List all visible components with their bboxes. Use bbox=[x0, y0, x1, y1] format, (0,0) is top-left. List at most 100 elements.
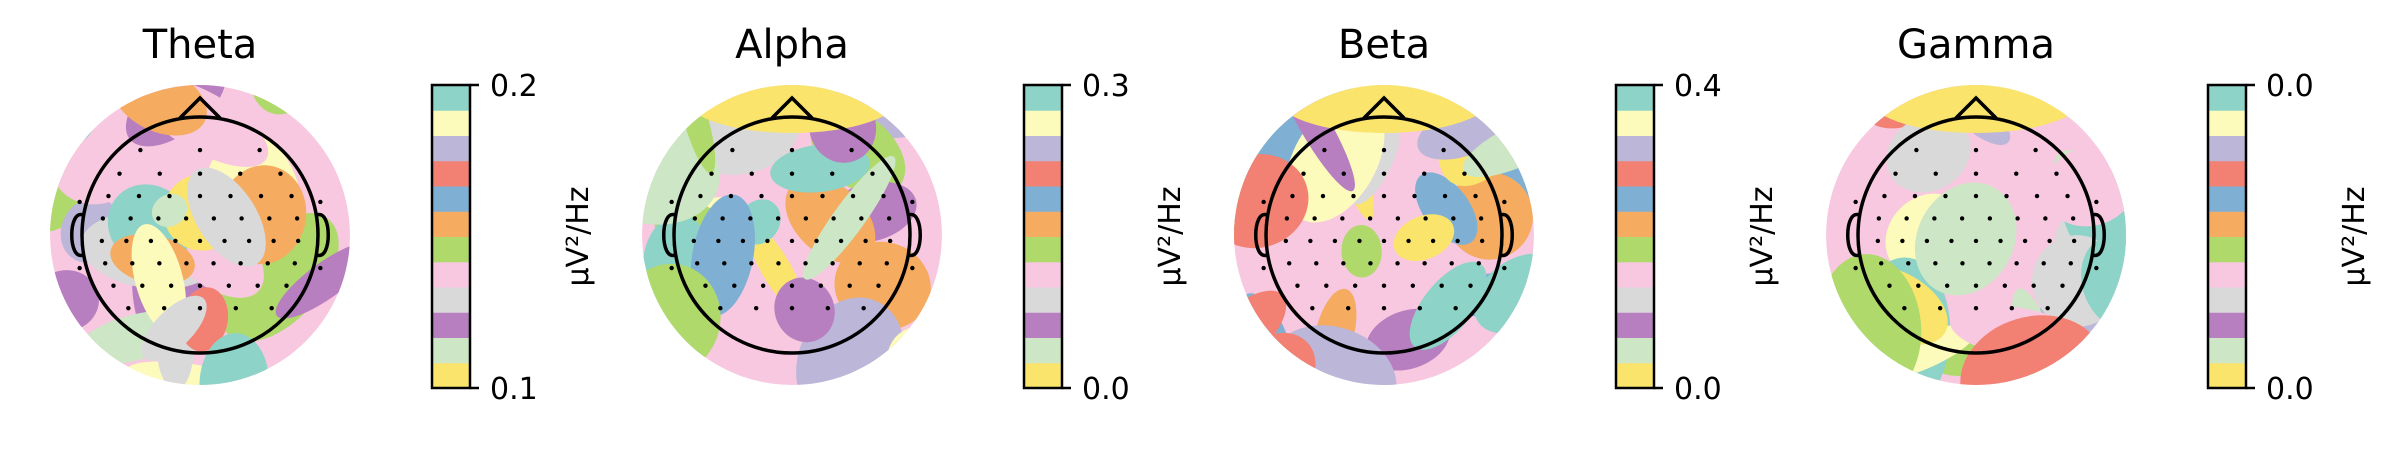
colorbar-segment bbox=[1616, 110, 1654, 136]
colorbar-segment bbox=[1024, 236, 1062, 263]
electrode bbox=[255, 283, 260, 288]
colorbar-max-label: 0.2 bbox=[490, 69, 538, 104]
electrode bbox=[1410, 283, 1416, 288]
colorbar-segment bbox=[2208, 236, 2246, 263]
contour-region bbox=[1494, 347, 1534, 385]
colorbar-segment bbox=[432, 135, 470, 162]
electrode bbox=[2094, 199, 2099, 205]
electrode bbox=[695, 261, 700, 266]
electrode bbox=[1352, 283, 1358, 288]
electrode bbox=[2065, 193, 2070, 199]
electrode bbox=[1468, 283, 1473, 288]
electrode bbox=[289, 193, 294, 199]
electrode bbox=[1944, 283, 1950, 288]
electrode bbox=[222, 238, 227, 244]
electrode bbox=[765, 238, 770, 244]
electrode bbox=[2009, 305, 2015, 311]
electrode bbox=[167, 193, 172, 199]
electrode bbox=[703, 283, 708, 288]
colorbar-min-label: 0.0 bbox=[1082, 372, 1130, 407]
electrode bbox=[775, 216, 781, 221]
electrode bbox=[238, 261, 243, 266]
electrode bbox=[278, 171, 283, 176]
electrode bbox=[156, 216, 161, 221]
colorbar-segment bbox=[2208, 312, 2246, 338]
electrode bbox=[1283, 238, 1289, 244]
electrode bbox=[1912, 193, 1918, 199]
electrode bbox=[803, 261, 808, 266]
electrode bbox=[1987, 216, 1993, 221]
contour-region bbox=[803, 155, 896, 280]
electrode bbox=[830, 171, 835, 176]
electrode bbox=[1479, 238, 1485, 244]
electrode bbox=[1973, 238, 1979, 244]
topomap-panel-gamma: Gamma 0.0 0.0 µV²/Hz bbox=[1826, 22, 2372, 407]
panel-title: Alpha bbox=[735, 22, 849, 68]
nose bbox=[1954, 95, 1998, 120]
colorbar-unit-label: µV²/Hz bbox=[2337, 186, 2372, 286]
colorbar-segment bbox=[2208, 160, 2246, 187]
colorbar-segment bbox=[1024, 85, 1062, 111]
electrode bbox=[211, 261, 216, 266]
electrode bbox=[1417, 305, 1423, 311]
electrode bbox=[1381, 283, 1387, 288]
electrode bbox=[884, 261, 889, 266]
frontal-region bbox=[1866, 85, 2086, 133]
colorbar-unit-label: µV²/Hz bbox=[1745, 186, 1780, 286]
electrode bbox=[1473, 193, 1478, 199]
electrode bbox=[789, 147, 795, 153]
colorbar-segment bbox=[432, 362, 470, 389]
electrode bbox=[1295, 283, 1300, 288]
electrode bbox=[1973, 171, 1979, 176]
electrode bbox=[1341, 171, 1346, 176]
head-outline bbox=[1856, 115, 2096, 355]
head-outline bbox=[80, 115, 320, 355]
colorbar-segment bbox=[432, 110, 470, 136]
electrode bbox=[318, 265, 323, 271]
frontal-region bbox=[1274, 85, 1494, 133]
electrode bbox=[1502, 199, 1507, 205]
electrode bbox=[847, 283, 852, 288]
electrode bbox=[1900, 238, 1905, 244]
electrode bbox=[2014, 171, 2019, 176]
electrode bbox=[1973, 193, 1979, 199]
colorbar: 0.2 0.1 µV²/Hz bbox=[430, 69, 596, 407]
electrode bbox=[1973, 283, 1979, 288]
colorbar-segment bbox=[2208, 110, 2246, 136]
electrode bbox=[838, 238, 844, 244]
electrode bbox=[753, 305, 759, 311]
electrode bbox=[257, 147, 262, 153]
electrode bbox=[1442, 193, 1448, 199]
electrode bbox=[732, 283, 737, 288]
colorbar-unit-label: µV²/Hz bbox=[561, 186, 596, 286]
electrode bbox=[103, 261, 108, 266]
electrode bbox=[1893, 171, 1898, 176]
contour-region bbox=[1914, 182, 2017, 296]
left-ear bbox=[1254, 213, 1268, 257]
scalp-colormap bbox=[50, 85, 350, 385]
electrode bbox=[1412, 193, 1417, 199]
colorbar-segment bbox=[2208, 135, 2246, 162]
electrode bbox=[789, 305, 795, 311]
electrode bbox=[1943, 193, 1948, 199]
electrode bbox=[1341, 261, 1346, 266]
electrode bbox=[720, 216, 725, 221]
electrode bbox=[130, 261, 135, 266]
colorbar: 0.0 0.0 µV²/Hz bbox=[2206, 69, 2372, 407]
electrode bbox=[716, 238, 721, 244]
electrode bbox=[749, 171, 754, 176]
electrode bbox=[1287, 261, 1292, 266]
electrode bbox=[748, 216, 753, 221]
colorbar-segment bbox=[1616, 211, 1654, 237]
electrode bbox=[1381, 171, 1387, 176]
electrode bbox=[2015, 216, 2020, 221]
electrode bbox=[1932, 216, 1937, 221]
electrode bbox=[2031, 283, 2036, 288]
electrode bbox=[1914, 147, 1919, 153]
electrode bbox=[1422, 261, 1427, 266]
electrode bbox=[148, 238, 154, 244]
electrode bbox=[77, 265, 82, 271]
colorbar: 0.4 0.0 µV²/Hz bbox=[1614, 69, 1780, 407]
electrode bbox=[2034, 193, 2040, 199]
electrode bbox=[211, 216, 217, 221]
